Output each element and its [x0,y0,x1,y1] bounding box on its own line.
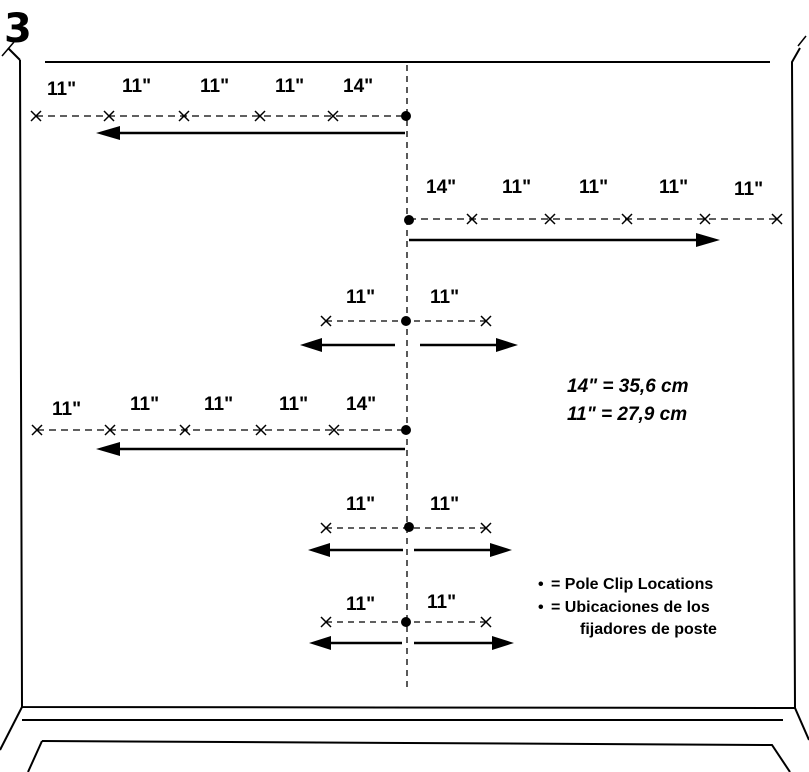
legend-line-2: = Ubicaciones de los [551,599,710,616]
clip-marks [320,616,492,628]
spacing-label: 14" [426,177,456,198]
spacing-label: 11" [346,287,375,308]
pole-clip-dot [401,316,411,326]
conversion-14in: 14" = 35,6 cm [567,376,689,397]
spacing-label: 11" [430,494,459,515]
corner-marks [1,35,807,57]
legend-dot-2: • [538,599,544,616]
branch-row-5: 11" 11" [308,494,512,557]
spacing-label: 11" [52,399,81,420]
direction-arrow [409,233,720,247]
branch-row-4: 11" 11" 11" 11" 14" [31,394,411,456]
conversion-11in: 11" = 27,9 cm [567,404,687,425]
spacing-label: 11" [346,594,375,615]
tree-frame [0,47,809,772]
pole-clip-dot [401,111,411,121]
direction-arrow-left [300,338,395,352]
spacing-label: 11" [346,494,375,515]
pole-clip-dot [404,215,414,225]
direction-arrow-left [308,543,403,557]
spacing-label: 14" [346,394,376,415]
spacing-label: 11" [579,177,608,198]
direction-arrow [96,442,405,456]
legend-dot-1: • [538,576,544,593]
spacing-label: 14" [343,76,373,97]
direction-arrow-right [420,338,518,352]
spacing-label: 11" [659,177,688,198]
spacing-label: 11" [430,287,459,308]
branch-row-6: 11" 11" [309,592,514,650]
pole-clip-dot [404,522,414,532]
spacing-label: 11" [200,76,229,97]
legend-line-1: = Pole Clip Locations [551,576,713,593]
clip-marks [31,424,340,436]
direction-arrow-right [414,636,514,650]
spacing-label: 11" [279,394,308,415]
branch-row-3: 11" 11" [300,287,518,352]
direction-arrow [96,126,405,140]
pole-clip-dot [401,617,411,627]
legend-line-3: fijadores de poste [580,621,717,638]
clip-marks [320,522,492,534]
branch-row-1: 11" 11" 11" 11" 14" [30,76,411,140]
spacing-label: 11" [427,592,456,613]
spacing-label: 11" [275,76,304,97]
clip-marks [30,110,339,122]
spacing-label: 11" [502,177,531,198]
spacing-label: 11" [204,394,233,415]
direction-arrow-left [309,636,402,650]
spacing-label: 11" [734,179,763,200]
step-number: 3 [4,6,32,52]
direction-arrow-right [414,543,512,557]
pole-clip-dot [401,425,411,435]
spacing-label: 11" [47,79,76,100]
spacing-label: 11" [122,76,151,97]
spacing-label: 11" [130,394,159,415]
clip-marks [466,213,783,225]
branch-row-2: 14" 11" 11" 11" 11" [404,177,783,247]
legend: • = Pole Clip Locations • = Ubicaciones … [538,576,717,638]
clip-marks [320,315,492,327]
